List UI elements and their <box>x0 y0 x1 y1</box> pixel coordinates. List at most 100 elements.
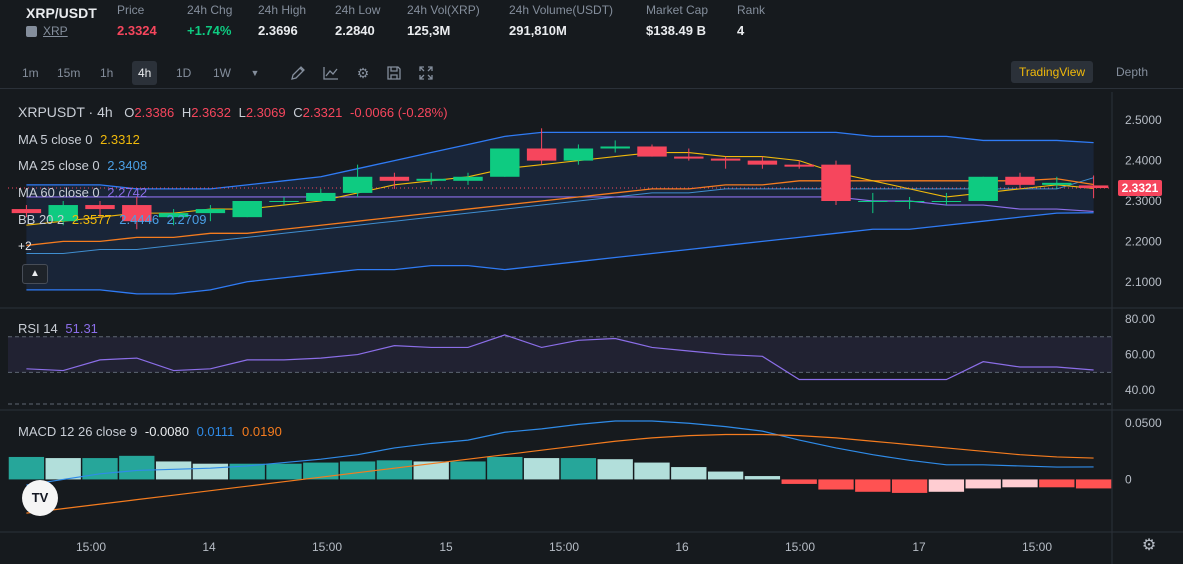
chart-canvas[interactable]: 2.5000 2.4000 2.3000 2.2000 2.1000 80.00 60.00… <box>0 92 1183 564</box>
expand-icon[interactable] <box>416 63 436 83</box>
coin-info: XRP <box>26 24 68 38</box>
ma5-legend[interactable]: MA 5 close 0 2.3312 <box>18 132 140 147</box>
chart-toolbar: 1m 15m 1h 4h 1D 1W ▼ ⚙ TradingView Depth <box>0 57 1183 89</box>
high-label: H <box>181 105 192 120</box>
stat-value: $138.49 B <box>646 23 706 38</box>
rsi-axis-label: 60.00 <box>1125 348 1155 362</box>
stat-value: +1.74% <box>187 23 232 38</box>
ma25-value: 2.3408 <box>107 158 148 173</box>
low-label: L <box>238 105 246 120</box>
time-axis-label: 17 <box>912 540 926 554</box>
timeframe-1d[interactable]: 1D <box>176 66 192 80</box>
timeframe-1w[interactable]: 1W <box>213 66 231 80</box>
ma5-label: MA 5 close 0 <box>18 132 93 147</box>
macd-histogram-bar <box>82 458 118 480</box>
stat-label: Price <box>117 3 145 17</box>
candle-body <box>490 148 520 177</box>
candle-body <box>968 176 998 201</box>
depth-tab[interactable]: Depth <box>1116 65 1149 79</box>
stat-value: 2.2840 <box>335 23 375 38</box>
candle-body <box>306 192 336 201</box>
pencil-icon[interactable] <box>288 63 308 83</box>
candle-body <box>379 176 410 181</box>
candle-body <box>894 201 925 202</box>
ma5-value: 2.3312 <box>100 132 140 147</box>
candle-body <box>931 201 962 202</box>
stat-value: 2.3696 <box>258 23 298 38</box>
timeframe-1m[interactable]: 1m <box>22 66 39 80</box>
ticker-bar: XRP/USDT XRP Price 2.3324 24h Chg +1.74%… <box>0 0 1183 50</box>
candle-body <box>858 201 888 202</box>
save-icon[interactable] <box>384 63 404 83</box>
ma25-legend[interactable]: MA 25 close 0 2.3408 <box>18 158 147 173</box>
macd-histogram-bar <box>450 461 486 480</box>
macd-histogram-bar <box>413 461 449 480</box>
time-axis-label: 15:00 <box>1022 540 1052 554</box>
macd-histogram-bar <box>1039 479 1075 488</box>
ma60-label: MA 60 close 0 <box>18 185 100 200</box>
ma60-value: 2.2742 <box>107 185 148 200</box>
chevron-down-icon[interactable]: ▼ <box>250 68 260 78</box>
close-label: C <box>293 105 303 120</box>
indicator-icon[interactable] <box>321 63 341 83</box>
macd-legend[interactable]: MACD 12 26 close 9 -0.0080 0.0111 0.0190 <box>18 424 282 439</box>
timeframe-15m[interactable]: 15m <box>57 66 81 80</box>
chart-area[interactable]: 2.5000 2.4000 2.3000 2.2000 2.1000 80.00 60.00… <box>0 92 1183 564</box>
stat-24h-vol: 24h Vol(XRP) 125,3M <box>407 3 480 38</box>
ma60-legend[interactable]: MA 60 close 0 2.2742 <box>18 185 147 200</box>
macd-signal-value: 0.0111 <box>196 424 235 439</box>
rsi-legend[interactable]: RSI 14 51.31 <box>18 321 98 336</box>
macd-histogram-bar <box>707 471 744 480</box>
stat-label: Market Cap <box>646 3 709 17</box>
macd-histogram-bar <box>855 479 891 492</box>
macd-histogram-bar <box>597 459 633 480</box>
open-label: O <box>124 105 135 120</box>
tradingview-tab[interactable]: TradingView <box>1011 61 1094 83</box>
macd-histogram-bar <box>487 456 523 480</box>
price-axis-label: 2.4000 <box>1125 154 1162 168</box>
macd-line <box>26 420 1094 486</box>
macd-axis-label: 0 <box>1125 472 1132 486</box>
time-axis-label: 15:00 <box>312 540 342 554</box>
macd-histogram-bar <box>45 458 81 480</box>
time-axis-label: 15 <box>439 540 453 554</box>
timeframe-1h[interactable]: 1h <box>100 66 114 80</box>
stat-price: Price 2.3324 <box>117 3 157 38</box>
gear-icon[interactable]: ⚙ <box>356 65 370 81</box>
last-price-tag: 2.3321 <box>1118 180 1162 196</box>
macd-histogram-bar <box>303 462 339 480</box>
tradingview-logo[interactable]: TV <box>22 480 58 516</box>
pair-symbol: XRP/USDT <box>26 5 97 21</box>
close-value: 2.3321 <box>302 105 343 120</box>
macd-histogram-bar <box>781 479 817 484</box>
time-axis-label: 15:00 <box>76 540 106 554</box>
macd-signal-line <box>26 433 1094 514</box>
macd-histogram-bar <box>155 461 192 480</box>
stat-24h-volume-usdt: 24h Volume(USDT) 291,810M <box>509 3 613 38</box>
high-value: 2.3632 <box>191 105 231 120</box>
stat-label: 24h High <box>258 3 307 17</box>
macd-histogram-bar <box>229 463 265 480</box>
more-indicators-button[interactable]: +2 <box>18 239 32 253</box>
candle-body <box>453 176 483 181</box>
bb-low-value: 2.2709 <box>166 212 207 227</box>
collapse-legend-button[interactable]: ▲ <box>22 264 48 284</box>
stat-label: 24h Low <box>335 3 381 17</box>
candle-body <box>637 146 667 157</box>
time-axis-label: 16 <box>675 540 689 554</box>
rsi-axis-label: 40.00 <box>1125 383 1155 397</box>
macd-histogram-bar <box>266 463 302 480</box>
timeframe-4h[interactable]: 4h <box>132 61 158 85</box>
chart-settings-gear-icon[interactable]: ⚙ <box>1141 537 1157 554</box>
bb-legend[interactable]: BB 20 2 2.3577 2.4446 2.2709 <box>18 212 206 227</box>
open-value: 2.3386 <box>134 105 175 120</box>
candle-body <box>269 201 299 202</box>
price-axis-label: 2.3000 <box>1125 194 1162 208</box>
candle-body <box>526 148 557 161</box>
stat-24h-high: 24h High 2.3696 <box>258 3 306 38</box>
macd-histogram-bar <box>376 460 413 480</box>
bb-up-value: 2.4446 <box>119 212 160 227</box>
coin-link[interactable]: XRP <box>43 24 68 38</box>
macd-histogram-bar <box>1002 479 1038 488</box>
stat-label: 24h Chg <box>187 3 233 17</box>
